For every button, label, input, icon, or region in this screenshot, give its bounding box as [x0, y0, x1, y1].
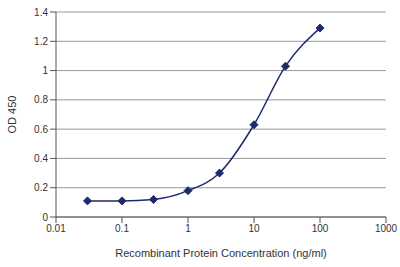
svg-text:0.1: 0.1: [115, 223, 129, 234]
svg-text:1.4: 1.4: [34, 7, 48, 18]
svg-text:Recombinant Protein Concentrat: Recombinant Protein Concentration (ng/ml…: [115, 247, 327, 259]
svg-text:100: 100: [312, 223, 329, 234]
svg-text:1.2: 1.2: [34, 36, 48, 47]
svg-text:0.01: 0.01: [46, 223, 66, 234]
svg-text:0: 0: [42, 212, 48, 223]
svg-text:0.8: 0.8: [34, 94, 48, 105]
svg-text:1: 1: [42, 65, 48, 76]
svg-text:0.2: 0.2: [34, 182, 48, 193]
svg-text:1: 1: [185, 223, 191, 234]
svg-text:0.6: 0.6: [34, 124, 48, 135]
svg-text:OD 450: OD 450: [8, 96, 18, 134]
svg-text:10: 10: [248, 223, 260, 234]
svg-text:0.4: 0.4: [34, 153, 48, 164]
svg-text:1000: 1000: [375, 223, 392, 234]
